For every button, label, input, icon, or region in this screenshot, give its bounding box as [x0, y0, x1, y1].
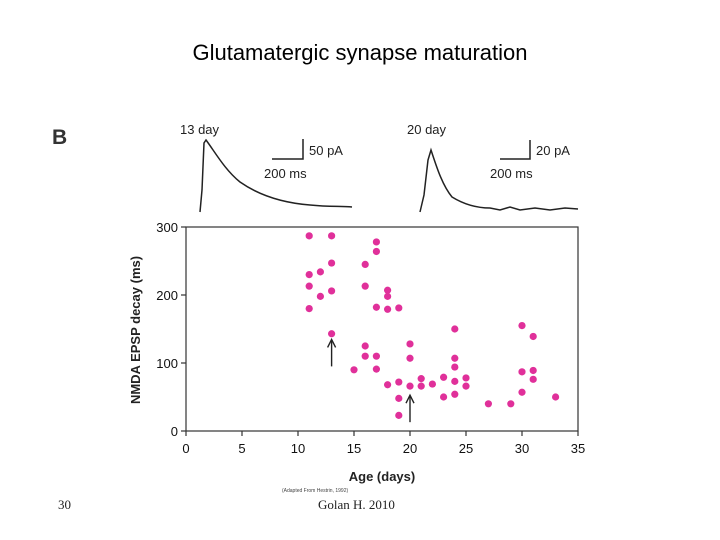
y-axis-title: NMDA EPSP decay (ms) — [128, 256, 143, 404]
trace-20-day-curve — [419, 147, 579, 213]
plot-frame — [185, 226, 579, 432]
y-tick-label: 100 — [156, 356, 178, 371]
data-point — [406, 382, 414, 390]
data-point — [451, 325, 459, 333]
annotation-arrows — [326, 337, 415, 423]
data-point — [384, 286, 392, 294]
scale-bar-2-current: 20 pA — [536, 143, 570, 158]
trace-13-day-label: 13 day — [180, 122, 220, 137]
x-tick-label: 10 — [291, 441, 305, 456]
data-point — [395, 411, 403, 419]
data-point — [417, 382, 425, 390]
scale-bar-1-time: 200 ms — [264, 166, 307, 181]
scale-bar-2 — [500, 140, 531, 160]
data-point — [384, 292, 392, 300]
x-tick-label: 0 — [182, 441, 189, 456]
data-point — [552, 393, 560, 401]
data-point — [484, 400, 492, 408]
trace-20-day-label: 20 day — [407, 122, 447, 137]
x-tick-label: 30 — [515, 441, 529, 456]
data-point — [328, 330, 336, 338]
scale-bar-2-time: 200 ms — [490, 166, 533, 181]
scale-bar-1 — [272, 139, 304, 160]
data-point — [428, 380, 436, 388]
data-point — [451, 390, 459, 398]
data-point — [507, 400, 515, 408]
data-point — [518, 322, 526, 330]
data-point — [529, 366, 537, 375]
slide-number: 30 — [58, 497, 71, 512]
data-point — [372, 238, 380, 246]
slide-title: Glutamatergic synapse maturation — [192, 40, 528, 65]
data-point — [372, 303, 380, 311]
data-point — [361, 282, 369, 290]
x-tick-label: 20 — [403, 441, 417, 456]
data-point — [305, 282, 313, 290]
data-point — [451, 377, 459, 385]
x-axis-title: Age (days) — [349, 469, 415, 484]
data-point — [372, 365, 380, 373]
data-point — [529, 332, 537, 341]
data-point — [462, 374, 470, 382]
footer-credit: Golan H. 2010 — [318, 497, 395, 512]
trace-13-day-curve — [199, 138, 353, 213]
scatter-plot: 0 5 10 15 20 25 30 35 0 100 200 300 Age (days) NMD… — [128, 220, 585, 484]
data-point — [372, 352, 380, 360]
data-point — [316, 268, 324, 276]
y-tick-label: 300 — [156, 220, 178, 235]
data-point — [384, 305, 392, 313]
scale-bar-1-current: 50 pA — [309, 143, 343, 158]
data-points — [305, 232, 560, 419]
trace-13-day: 13 day 50 pA 200 ms — [180, 122, 353, 213]
arrow-annotation — [405, 393, 415, 423]
data-point — [395, 378, 403, 386]
data-point — [518, 368, 526, 376]
data-point — [440, 393, 448, 401]
data-point — [361, 260, 369, 268]
x-tick-label: 5 — [238, 441, 245, 456]
x-tick-label: 25 — [459, 441, 473, 456]
data-point — [462, 382, 470, 390]
x-axis: 0 5 10 15 20 25 30 35 — [182, 431, 585, 456]
data-point — [328, 259, 336, 267]
panel-letter: B — [52, 126, 68, 149]
y-tick-label: 0 — [171, 424, 178, 439]
trace-20-day: 20 day 20 pA 200 ms — [407, 122, 579, 213]
data-point — [305, 232, 313, 240]
image-credit: (Adapted From Hestrin, 1992) — [282, 488, 349, 494]
x-tick-label: 15 — [347, 441, 361, 456]
data-point — [440, 373, 448, 381]
data-point — [406, 354, 414, 362]
data-point — [350, 366, 358, 374]
data-point — [529, 375, 537, 383]
data-point — [361, 342, 369, 350]
data-point — [328, 232, 336, 240]
y-tick-label: 200 — [156, 288, 178, 303]
data-point — [372, 247, 380, 256]
y-axis: 0 100 200 300 — [156, 220, 186, 439]
data-point — [518, 388, 526, 396]
data-point — [384, 381, 392, 389]
data-point — [395, 394, 403, 402]
x-tick-label: 35 — [571, 441, 585, 456]
data-point — [451, 363, 459, 371]
data-point — [361, 352, 369, 360]
data-point — [316, 292, 324, 300]
data-point — [417, 375, 425, 383]
data-point — [451, 354, 459, 362]
data-point — [305, 271, 313, 279]
data-point — [328, 287, 336, 295]
data-point — [406, 340, 414, 348]
arrow-annotation — [326, 337, 337, 367]
data-point — [395, 304, 403, 312]
data-point — [305, 305, 313, 313]
